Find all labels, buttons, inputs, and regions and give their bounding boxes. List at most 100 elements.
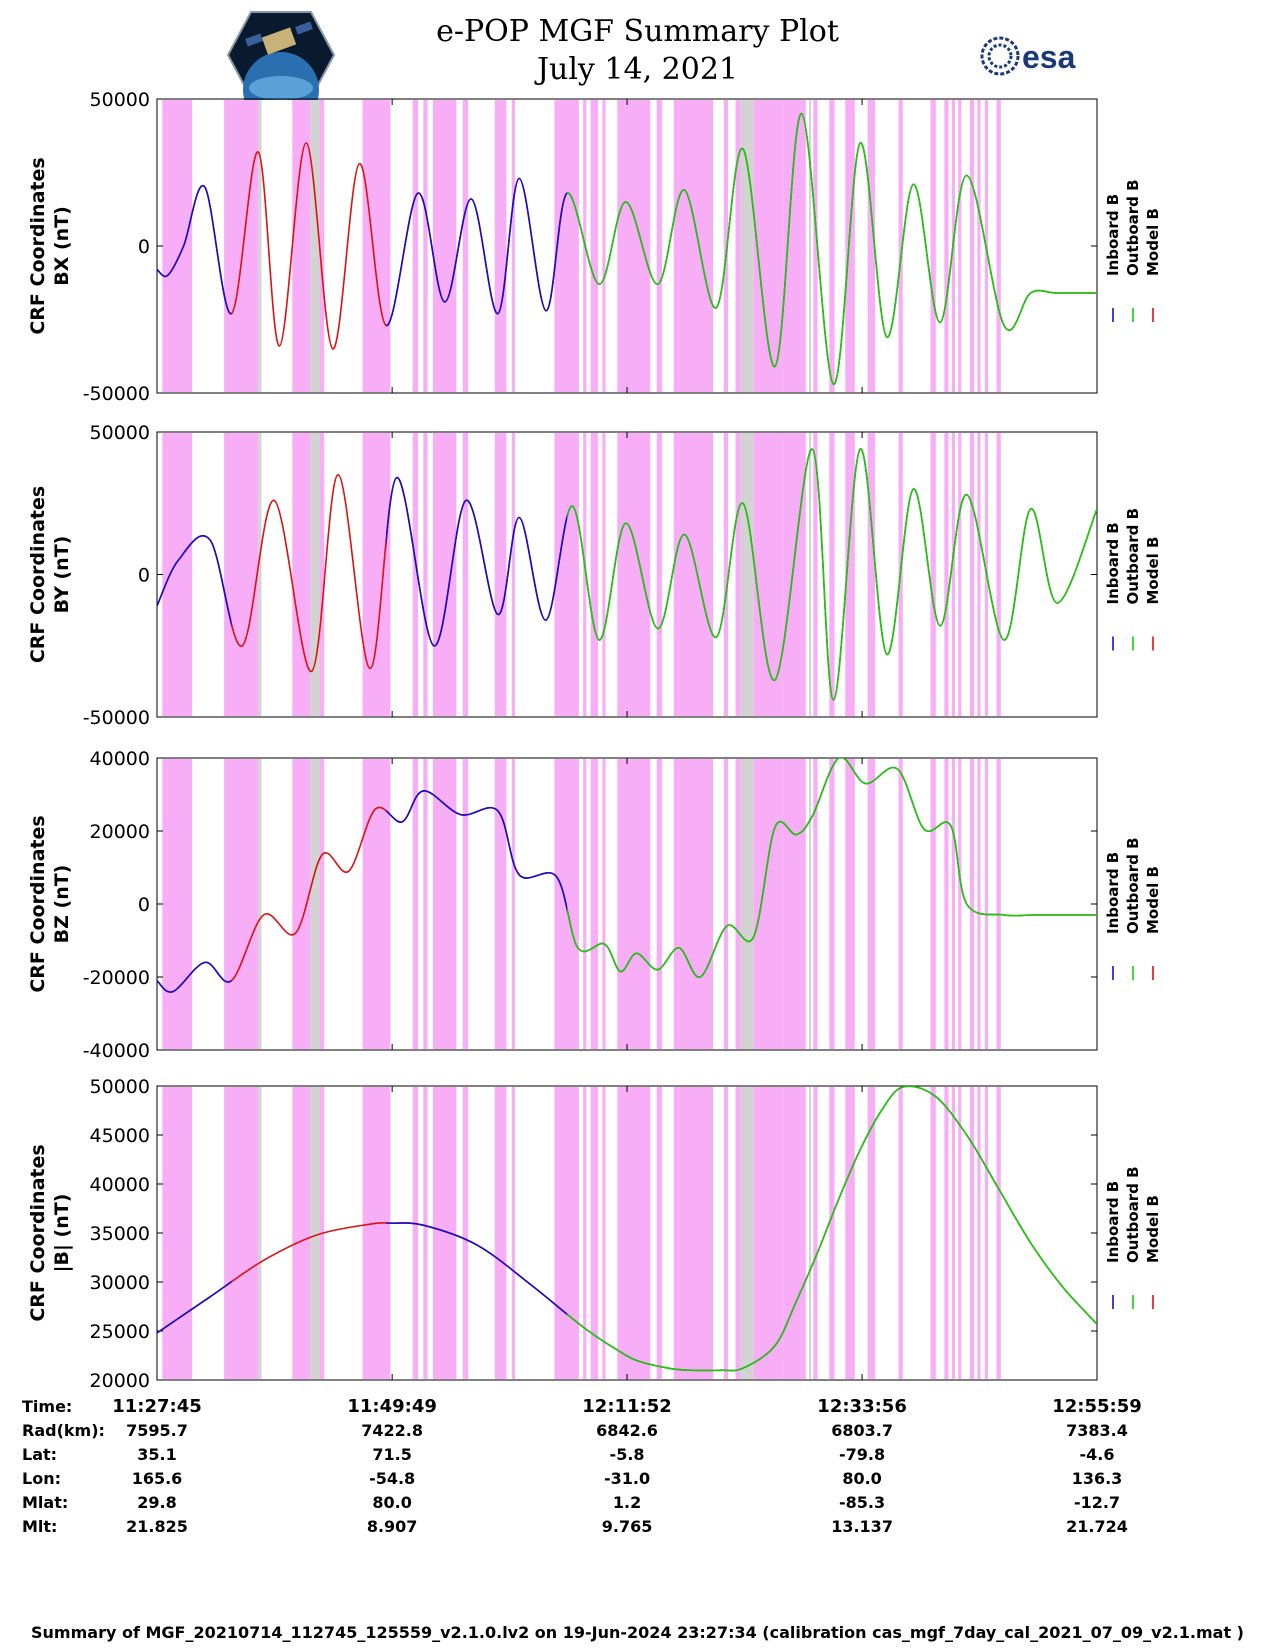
data-gap-band	[735, 433, 741, 716]
y-tick-label: 50000	[90, 1076, 150, 1098]
data-gap-band	[423, 759, 428, 1049]
data-gap-band	[813, 1087, 818, 1379]
info-cell: 21.724	[1066, 1517, 1128, 1536]
data-gap-band	[898, 100, 903, 392]
data-gap-band	[162, 1087, 193, 1379]
data-gap-band	[162, 433, 193, 716]
data-gap-band	[432, 433, 457, 716]
bz-panel: -40000 -20000 0 20000 40000 CRF Coordinates BZ…	[27, 748, 1162, 1062]
data-gap-band	[845, 433, 855, 716]
legend-label-outboard: Outboard B	[1124, 508, 1142, 605]
data-gap-band	[320, 433, 325, 716]
data-gap-band	[782, 433, 806, 716]
outboard-b-line	[567, 758, 1097, 978]
data-gap-band	[735, 1087, 741, 1379]
y-axis-label: CRF Coordinates |B| (nT)	[27, 1144, 73, 1321]
data-gap-band	[412, 759, 419, 1049]
info-row-label: Lat:	[22, 1445, 57, 1464]
data-gap-band	[590, 100, 599, 392]
data-gap-band	[996, 1087, 1001, 1379]
data-gap-band	[782, 1087, 806, 1379]
y-axis-label: CRF Coordinates BZ (nT)	[27, 815, 73, 992]
info-cell: -85.3	[839, 1493, 885, 1512]
y-tick-label: 40000	[90, 1174, 150, 1196]
legend-label-model: Model B	[1144, 1195, 1162, 1263]
info-cell: 7383.4	[1066, 1421, 1128, 1440]
data-gap-band	[494, 759, 507, 1049]
data-gap-band	[723, 1087, 729, 1379]
data-gap-band	[511, 433, 515, 716]
data-gap-band	[590, 433, 599, 716]
y-tick-label: -20000	[83, 967, 150, 989]
data-gap-band	[162, 759, 193, 1049]
data-gap-band	[969, 100, 975, 392]
data-gap-band	[829, 1087, 835, 1379]
data-gap-band	[958, 1087, 962, 1379]
data-gap-band	[723, 759, 729, 1049]
data-gap-band	[224, 759, 259, 1049]
data-gap-band	[753, 1087, 783, 1379]
y-tick-label: 20000	[90, 821, 150, 843]
info-cell: 71.5	[372, 1445, 411, 1464]
data-gap-band	[362, 100, 391, 392]
info-row-label: Rad(km):	[22, 1421, 105, 1440]
data-gap-band	[224, 433, 259, 716]
data-gap-band	[310, 433, 321, 716]
data-gap-band	[951, 759, 955, 1049]
data-gap-band	[162, 100, 193, 392]
data-gap-band	[423, 433, 428, 716]
data-gap-band	[310, 759, 321, 1049]
outboard-b-line	[567, 112, 1097, 386]
data-gap-band	[951, 433, 955, 716]
data-gap-band	[258, 1087, 262, 1379]
data-gap-band	[845, 100, 855, 392]
y-tick-label: 45000	[90, 1125, 150, 1147]
data-gap-band	[809, 1087, 812, 1379]
info-cell: 165.6	[132, 1469, 183, 1488]
data-gap-band	[258, 433, 262, 716]
data-gap-band	[511, 100, 515, 392]
legend-label-inboard: Inboard B	[1104, 1181, 1122, 1263]
data-gap-band	[977, 759, 981, 1049]
data-gap-band	[423, 100, 428, 392]
data-gap-band	[977, 1087, 981, 1379]
data-gap-band	[984, 759, 989, 1049]
data-gap-band	[554, 1087, 579, 1379]
data-gap-band	[432, 1087, 457, 1379]
data-gap-band	[462, 1087, 469, 1379]
data-gap-band	[944, 1087, 949, 1379]
y-axis-label: CRF Coordinates BY (nT)	[27, 486, 73, 663]
data-gap-band	[753, 759, 783, 1049]
data-gap-band	[462, 100, 469, 392]
data-gap-band	[590, 1087, 599, 1379]
y-tick-label: 30000	[90, 1272, 150, 1294]
info-cell: -79.8	[839, 1445, 885, 1464]
plot-date: July 14, 2021	[536, 52, 739, 87]
legend-label-inboard: Inboard B	[1104, 522, 1122, 604]
data-gap-band	[602, 1087, 606, 1379]
legend-label-outboard: Outboard B	[1124, 837, 1142, 934]
legend-label-outboard: Outboard B	[1124, 1166, 1142, 1263]
y-tick-label: 50000	[90, 89, 150, 111]
info-cell: 6803.7	[831, 1421, 893, 1440]
data-gap-band	[673, 759, 714, 1049]
data-gap-band	[412, 1087, 419, 1379]
data-gap-band	[930, 759, 936, 1049]
data-gap-band	[996, 433, 1001, 716]
x-tick-label: 12:33:56	[817, 1396, 907, 1417]
data-gap-band	[432, 759, 457, 1049]
legend-label-model: Model B	[1144, 866, 1162, 934]
data-gap-band	[958, 433, 962, 716]
data-gap-band	[310, 100, 321, 392]
data-gap-band	[782, 759, 806, 1049]
y-axis-label: CRF Coordinates BX (nT)	[27, 157, 73, 334]
data-gap-band	[258, 100, 262, 392]
data-gap-band	[845, 1087, 855, 1379]
y-tick-label: -50000	[83, 383, 150, 405]
data-gap-band	[432, 100, 457, 392]
data-gap-band	[867, 100, 876, 392]
data-gap-band	[740, 100, 754, 392]
data-gap-band	[617, 100, 651, 392]
data-gap-band	[511, 1087, 515, 1379]
legend-label-outboard: Outboard B	[1124, 179, 1142, 276]
